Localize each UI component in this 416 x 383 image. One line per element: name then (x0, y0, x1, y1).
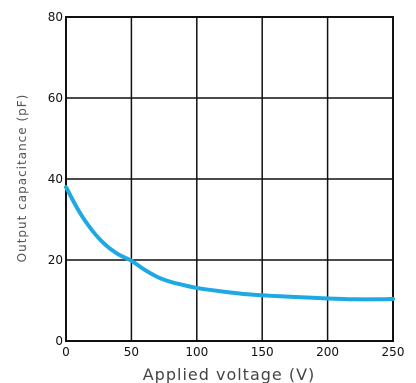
x-tick-label: 100 (185, 345, 208, 359)
series-line (64, 185, 395, 302)
y-tick-labels: 0 20 40 60 80 (48, 10, 63, 348)
y-tick-label: 60 (48, 91, 63, 105)
y-tick-label: 0 (55, 334, 63, 348)
y-tick-label: 80 (48, 10, 63, 24)
x-tick-label: 50 (124, 345, 139, 359)
x-tick-labels: 0 50 100 150 200 250 (62, 345, 404, 359)
y-tick-label: 40 (48, 172, 63, 186)
x-tick-label: 250 (382, 345, 405, 359)
plot-frame (65, 16, 394, 342)
y-axis-label: Output capacitance (pF) (15, 94, 29, 263)
x-tick-label: 150 (251, 345, 274, 359)
grid (66, 17, 393, 341)
x-axis-label: Applied voltage (V) (143, 365, 316, 383)
series-layer (64, 185, 395, 302)
plot-border (65, 16, 394, 342)
x-tick-label: 0 (62, 345, 70, 359)
x-tick-label: 200 (316, 345, 339, 359)
y-tick-label: 20 (48, 253, 63, 267)
